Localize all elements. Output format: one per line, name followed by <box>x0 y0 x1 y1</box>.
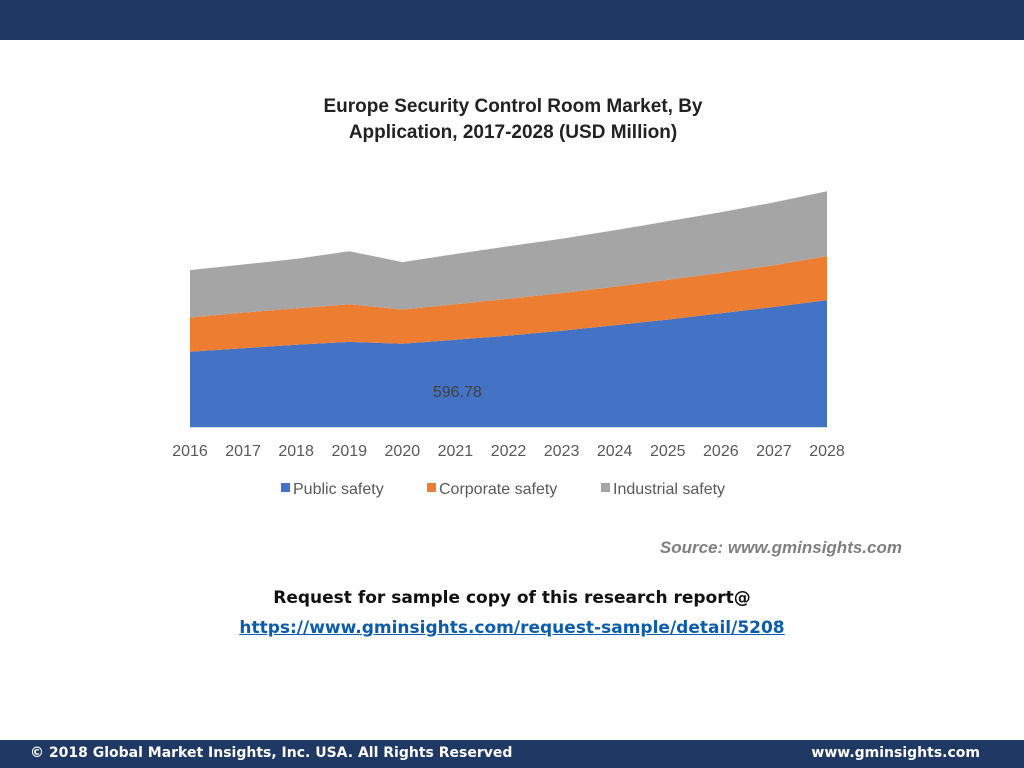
x-tick-label: 2024 <box>597 443 633 460</box>
x-tick-label: 2021 <box>438 443 474 460</box>
legend-item: Public safety <box>281 481 384 498</box>
x-tick-label: 2028 <box>809 443 845 460</box>
data-label: 596.78 <box>433 384 482 401</box>
area-series-corporate-safety <box>190 256 827 352</box>
legend-swatch <box>601 483 610 492</box>
chart-title-line-1: Europe Security Control Room Market, By <box>323 96 703 117</box>
area-series-industrial-safety <box>190 191 827 318</box>
footer-website[interactable]: www.gminsights.com <box>811 745 980 761</box>
x-tick-label: 2023 <box>544 443 580 460</box>
x-tick-label: 2026 <box>703 443 739 460</box>
top-banner <box>0 0 1024 40</box>
x-tick-label: 2018 <box>278 443 314 460</box>
chart-title: Europe Security Control Room Market, By … <box>180 94 846 146</box>
legend-swatch <box>281 483 290 492</box>
request-sample-link[interactable]: https://www.gminsights.com/request-sampl… <box>239 618 785 638</box>
x-tick-label: 2022 <box>491 443 527 460</box>
x-tick-label: 2020 <box>385 443 421 460</box>
area-series-public-safety <box>190 300 827 427</box>
legend-item: Corporate safety <box>427 481 557 498</box>
source-note: Source: www.gminsights.com <box>659 538 902 557</box>
request-text: Request for sample copy of this research… <box>273 588 751 608</box>
chart-title-line-2: Application, 2017-2028 (USD Million) <box>348 122 678 143</box>
x-tick-label: 2016 <box>172 443 208 460</box>
legend-label: Industrial safety <box>613 481 725 498</box>
x-tick-label: 2025 <box>650 443 686 460</box>
legend-label: Corporate safety <box>439 481 557 498</box>
x-tick-label: 2027 <box>756 443 792 460</box>
legend-label: Public safety <box>293 481 384 498</box>
x-tick-label: 2019 <box>331 443 367 460</box>
footer-bar: © 2018 Global Market Insights, Inc. USA.… <box>0 740 1024 768</box>
legend-item: Industrial safety <box>601 481 725 498</box>
x-tick-label: 2017 <box>225 443 261 460</box>
legend-swatch <box>427 483 436 492</box>
footer-copyright: © 2018 Global Market Insights, Inc. USA.… <box>30 745 513 761</box>
